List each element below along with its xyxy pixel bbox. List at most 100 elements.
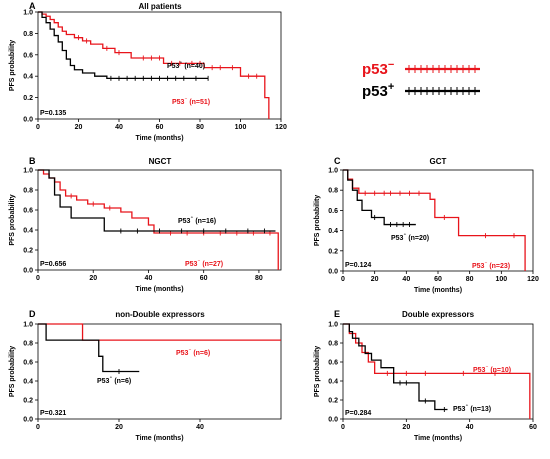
y-tick-label: 1.0 [328, 168, 338, 175]
y-tick-label: 0.2 [23, 95, 33, 102]
y-tick-label: 0.8 [23, 341, 33, 348]
x-tick-label: 20 [89, 275, 97, 282]
y-tick-label: 1.0 [328, 322, 338, 329]
y-axis-label: PFS probability [9, 194, 16, 245]
x-tick-label: 40 [145, 275, 153, 282]
panel-letter: B [29, 156, 36, 166]
series-p53-negative: P53⁻ (n=51) [38, 11, 270, 119]
panel-c: C GCT 0.0 0.2 0.4 0.6 0.8 1.0 0 20 40 60 80 100 120 Tim… [314, 156, 539, 294]
x-tick-label: 120 [275, 124, 287, 131]
x-tick-label: 100 [495, 276, 507, 283]
p-value: P=0.124 [345, 262, 371, 269]
x-tick-label: 0 [36, 275, 40, 282]
x-tick-label: 0 [36, 424, 40, 431]
series-label: P53⁻ (n=23) [472, 261, 510, 270]
x-tick-label: 60 [156, 124, 164, 131]
y-tick-label: 0.2 [328, 398, 338, 405]
y-tick-label: 1.0 [23, 10, 33, 17]
y-axis-label: PFS probability [314, 346, 321, 397]
panel-letter: C [334, 156, 341, 166]
series-p53-positive: P53⁺ (n=6) [38, 323, 140, 385]
km-curve [38, 11, 209, 79]
y-tick-label: 0.6 [23, 208, 33, 215]
series-label: P53⁺ (n=20) [391, 232, 429, 242]
y-tick-label: 1.0 [23, 322, 33, 329]
y-tick-label: 1.0 [23, 168, 33, 175]
x-tick-label: 20 [115, 424, 123, 431]
plot-frame [37, 323, 282, 420]
y-tick-label: 0.6 [328, 208, 338, 215]
km-curve [38, 323, 281, 341]
x-tick-label: 100 [235, 124, 247, 131]
panel-letter: A [29, 1, 36, 11]
x-tick-label: 60 [200, 275, 208, 282]
km-curve [343, 323, 531, 419]
y-tick-label: 0.0 [23, 117, 33, 124]
y-tick-label: 0.4 [328, 228, 338, 235]
x-tick-label: 60 [529, 424, 537, 431]
p-value: P=0.135 [40, 110, 66, 117]
x-axis-label: Time (months) [414, 287, 462, 294]
x-axis-label: Time (months) [414, 435, 462, 442]
km-curve [38, 169, 276, 232]
y-tick-label: 0.4 [23, 228, 33, 235]
y-tick-label: 0.6 [23, 360, 33, 367]
series-p53-negative: P53⁻ (n=6) [38, 323, 281, 357]
y-tick-label: 0.6 [23, 52, 33, 59]
y-axis-label: PFS probability [9, 346, 16, 397]
panel-title: non-Double expressors [115, 310, 205, 319]
x-tick-label: 20 [371, 276, 379, 283]
y-tick-label: 0.4 [23, 379, 33, 386]
y-tick-label: 0.2 [328, 248, 338, 255]
series-label: P53⁺ (n=16) [178, 215, 216, 225]
y-tick-label: 0.0 [328, 417, 338, 424]
plot-frame [37, 169, 282, 271]
y-axis-label: PFS probability [314, 195, 321, 246]
x-tick-label: 40 [115, 124, 123, 131]
p-value: P=0.321 [40, 410, 66, 417]
series-label: P53⁺ (n=13) [453, 403, 491, 413]
km-curve [38, 323, 140, 373]
series-label: P53⁻ (n=10) [473, 365, 511, 374]
series-p53-positive: P53⁺ (n=16) [38, 169, 276, 234]
series-p53-positive: P53⁺ (n=40) [38, 11, 209, 81]
x-tick-label: 60 [434, 276, 442, 283]
legend: p53− p53+ [362, 59, 480, 100]
series-label: P53⁻ (n=27) [185, 259, 223, 268]
panel-letter: E [334, 309, 340, 319]
x-tick-label: 80 [196, 124, 204, 131]
y-axis-label: PFS probability [9, 40, 16, 91]
series-label: P53⁻ (n=6) [176, 348, 210, 357]
plot-frame [342, 169, 534, 272]
series-p53-negative: P53⁻ (n=10) [343, 323, 531, 419]
series-p53-negative: P53⁻ (n=27) [38, 169, 279, 270]
x-tick-label: 0 [341, 276, 345, 283]
x-tick-label: 20 [75, 124, 83, 131]
p-value: P=0.284 [345, 410, 371, 417]
x-tick-label: 120 [527, 276, 539, 283]
panel-a: A All patients 0.0 0.2 0.4 0.6 0.8 1.0 0 20 40 60 80… [9, 1, 287, 142]
x-tick-label: 40 [402, 276, 410, 283]
y-tick-label: 0.8 [23, 188, 33, 195]
panel-b: B NGCT 0.0 0.2 0.4 0.6 0.8 1.0 0 20 40 60 80 Time (mo… [9, 156, 282, 293]
panel-letter: D [29, 309, 36, 319]
km-curve [343, 169, 416, 226]
x-tick-label: 40 [196, 424, 204, 431]
series-p53-positive: P53⁺ (n=20) [343, 169, 429, 242]
series-label: P53⁺ (n=6) [97, 375, 131, 385]
panel-title: GCT [430, 157, 447, 166]
km-curve [343, 169, 526, 271]
panel-e: E Double expressors 0.0 0.2 0.4 0.6 0.8 1.0 0 20 4… [314, 309, 537, 442]
y-tick-label: 0.6 [328, 360, 338, 367]
y-tick-label: 0.8 [23, 31, 33, 38]
y-tick-label: 0.8 [328, 341, 338, 348]
y-tick-label: 0.0 [23, 268, 33, 275]
x-axis-label: Time (months) [135, 286, 183, 293]
km-curve [343, 323, 448, 411]
x-tick-label: 0 [341, 424, 345, 431]
series-p53-positive: P53⁺ (n=13) [343, 323, 491, 413]
x-axis-label: Time (months) [135, 135, 183, 142]
